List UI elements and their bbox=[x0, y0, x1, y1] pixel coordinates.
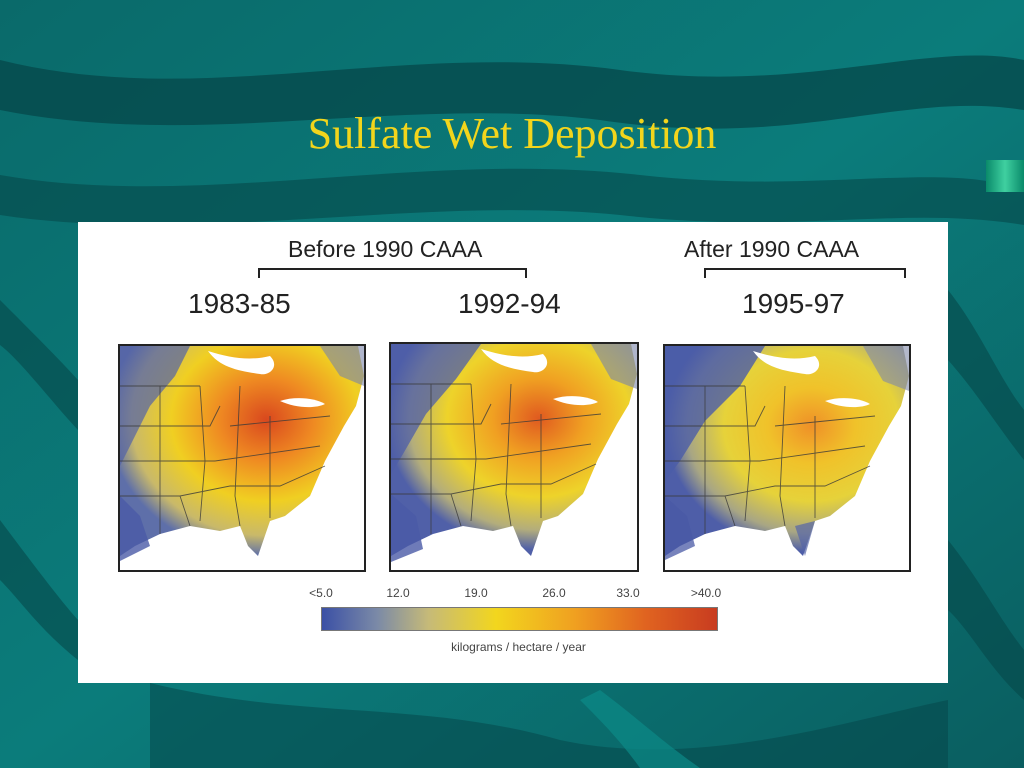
slide-tab-marker bbox=[986, 160, 1024, 192]
deposition-map-1992-94 bbox=[389, 342, 639, 572]
legend-tick: >40.0 bbox=[690, 586, 722, 600]
period-label-1995-97: 1995-97 bbox=[742, 288, 845, 319]
legend-tick: 33.0 bbox=[616, 586, 640, 600]
bracket-before bbox=[258, 268, 527, 278]
bracket-after bbox=[704, 268, 906, 278]
legend-units: kilograms / hectare / year bbox=[451, 640, 586, 654]
legend-tick: 19.0 bbox=[464, 586, 488, 600]
group-label-before: Before 1990 CAAA bbox=[288, 236, 483, 262]
wave-shape bbox=[948, 540, 1024, 700]
deposition-figure: Before 1990 CAAA After 1990 CAAA 1983-85… bbox=[78, 222, 948, 683]
deposition-map-1995-97 bbox=[663, 344, 911, 572]
wave-shape bbox=[0, 520, 78, 660]
wave-shape bbox=[0, 55, 1024, 129]
legend-tick: 12.0 bbox=[386, 586, 410, 600]
deposition-map-1983-85 bbox=[118, 344, 366, 572]
wave-shape bbox=[0, 168, 1024, 225]
period-label-1983-85: 1983-85 bbox=[188, 288, 291, 319]
wave-shape bbox=[948, 290, 1024, 460]
slide-title: Sulfate Wet Deposition bbox=[307, 109, 717, 158]
wave-shape bbox=[150, 683, 948, 768]
wave-shape bbox=[0, 300, 78, 430]
legend-tick: 26.0 bbox=[542, 586, 566, 600]
period-label-1992-94: 1992-94 bbox=[458, 288, 561, 319]
group-label-after: After 1990 CAAA bbox=[684, 236, 860, 262]
legend-colorbar bbox=[321, 607, 718, 631]
legend-tick: <5.0 bbox=[309, 586, 333, 600]
wave-shape bbox=[580, 690, 700, 768]
